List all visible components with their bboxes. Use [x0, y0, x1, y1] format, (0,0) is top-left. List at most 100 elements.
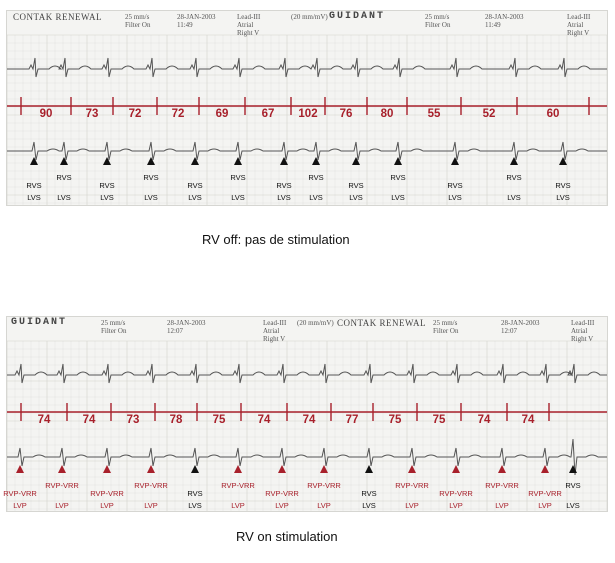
marker-label-bottom: LVS [556, 193, 570, 202]
marker-label-bottom: LVP [55, 501, 69, 510]
ecg-strip-rv-off: CONTAK RENEWAL 25 mm/s Filter On 28-JAN-20… [6, 10, 608, 206]
ecg-grid [7, 340, 607, 511]
marker-triangle-icon [16, 465, 24, 473]
header-text: GUIDANT [329, 11, 386, 22]
marker-label-bottom: LVS [277, 193, 291, 202]
header-text: Lead-III Atrial Right V [237, 13, 261, 37]
marker-label-top: RVS [276, 181, 292, 190]
marker-label-top: RVS [390, 173, 406, 182]
rate-value: 67 [261, 108, 275, 120]
ecg-grid [7, 34, 607, 205]
marker-triangle-icon [30, 157, 38, 165]
ecg-trace-lower [7, 438, 607, 476]
header-text: 28-JAN-2003 12:07 [167, 319, 206, 335]
marker-label-top: RVP-VRR [45, 481, 79, 490]
marker-label-bottom: LVP [275, 501, 289, 510]
marker-triangle-icon [312, 157, 320, 165]
marker-label-bottom: LVS [188, 193, 202, 202]
marker-triangle-icon [58, 465, 66, 473]
rate-value: 73 [85, 108, 99, 120]
header-text: 25 mm/s Filter On [433, 319, 459, 335]
rate-value: 55 [427, 108, 441, 120]
ecg-trace-upper [7, 363, 607, 384]
header-text: Lead-III Atrial Right V [263, 319, 287, 343]
marker-triangle-icon [352, 157, 360, 165]
marker-label-top: RVS [447, 181, 463, 190]
marker-label-bottom: LVS [448, 193, 462, 202]
rate-value: 75 [212, 414, 226, 426]
marker-triangle-icon [103, 157, 111, 165]
marker-label-bottom: LVP [231, 501, 245, 510]
marker-triangle-icon [559, 157, 567, 165]
rate-value: 74 [37, 414, 51, 426]
marker-label-top: RVP-VRR [395, 481, 429, 490]
header-text: 25 mm/s Filter On [101, 319, 127, 335]
marker-label-bottom: LVS [309, 193, 323, 202]
marker-triangle-icon [103, 465, 111, 473]
ecg-traces [7, 34, 607, 205]
marker-label-bottom: LVS [57, 193, 71, 202]
marker-triangle-icon [394, 157, 402, 165]
header-text: CONTAK RENEWAL [337, 318, 427, 328]
marker-label-top: RVS [555, 181, 571, 190]
marker-triangle-icon [147, 157, 155, 165]
rate-value: 74 [82, 414, 96, 426]
marker-triangle-icon [191, 465, 199, 473]
marker-label-top: RVP-VRR [221, 481, 255, 490]
marker-triangle-icon [510, 157, 518, 165]
marker-label-bottom: LVS [144, 193, 158, 202]
rate-value: 74 [477, 414, 491, 426]
header-text: (20 mm/mV) [291, 13, 328, 21]
marker-label-bottom: LVS [507, 193, 521, 202]
marker-label-bottom: LVS [349, 193, 363, 202]
marker-label-top: RVS [308, 173, 324, 182]
rate-value: 69 [215, 108, 229, 120]
rate-value: 80 [380, 108, 394, 120]
marker-label-top: RVS [99, 181, 115, 190]
marker-label-top: RVS [348, 181, 364, 190]
rate-value: 77 [345, 414, 359, 426]
marker-label-bottom: LVS [188, 501, 202, 510]
marker-label-top: RVP-VRR [265, 489, 299, 498]
header-text: 28-JAN-2003 12:07 [501, 319, 540, 335]
marker-triangle-icon [452, 465, 460, 473]
marker-label-bottom: LVP [538, 501, 552, 510]
marker-triangle-icon [320, 465, 328, 473]
marker-triangle-icon [60, 157, 68, 165]
marker-triangle-icon [498, 465, 506, 473]
marker-label-top: RVS [565, 481, 581, 490]
marker-label-bottom: LVP [100, 501, 114, 510]
marker-label-bottom: LVP [405, 501, 419, 510]
header-text: 25 mm/s Filter On [125, 13, 151, 29]
marker-label-bottom: LVS [27, 193, 41, 202]
header-text: 25 mm/s Filter On [425, 13, 451, 29]
marker-label-bottom: LVP [495, 501, 509, 510]
marker-triangle-icon [191, 157, 199, 165]
marker-label-top: RVS [56, 173, 72, 182]
rate-value: 90 [39, 108, 53, 120]
marker-triangle-icon [234, 465, 242, 473]
ecg-trace-upper [7, 57, 607, 78]
header-text: 28-JAN-2003 11:49 [177, 13, 216, 29]
marker-triangle-icon [365, 465, 373, 473]
rate-value: 75 [388, 414, 402, 426]
rate-value: 73 [126, 414, 140, 426]
rate-value: 52 [482, 108, 496, 120]
rate-value: 72 [128, 108, 142, 120]
marker-triangle-icon [451, 157, 459, 165]
marker-label-top: RVS [143, 173, 159, 182]
marker-triangle-icon [280, 157, 288, 165]
rate-line [7, 403, 607, 421]
marker-label-top: RVS [26, 181, 42, 190]
marker-label-top: RVS [361, 489, 377, 498]
rate-value: 102 [298, 108, 318, 120]
marker-label-top: RVP-VRR [90, 489, 124, 498]
rate-value: 60 [546, 108, 560, 120]
rate-value: 75 [432, 414, 446, 426]
rate-value: 72 [171, 108, 185, 120]
marker-label-top: RVP-VRR [439, 489, 473, 498]
marker-label-top: RVS [187, 181, 203, 190]
marker-label-top: RVP-VRR [528, 489, 562, 498]
marker-triangle-icon [234, 157, 242, 165]
marker-triangle-icon [541, 465, 549, 473]
